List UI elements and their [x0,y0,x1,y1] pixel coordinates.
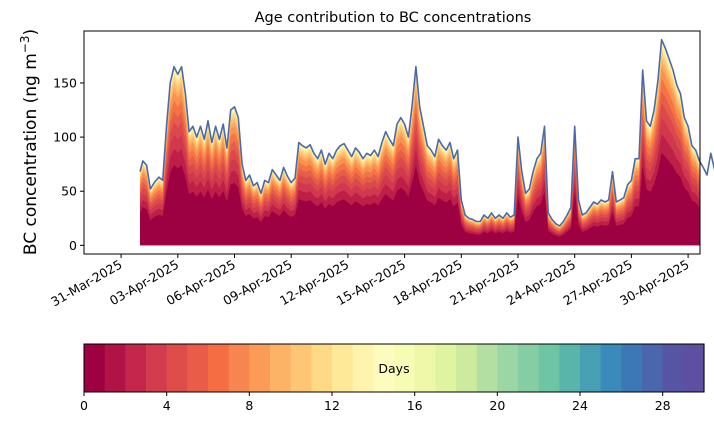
colorbar-cell [538,344,560,392]
colorbar-tick-label: 4 [163,398,171,413]
colorbar-cell [249,344,271,392]
colorbar-cell [683,344,705,392]
y-tick-label: 150 [53,75,77,90]
y-tick-label: 100 [53,130,77,145]
colorbar-tick-label: 20 [489,398,505,413]
colorbar-cell [228,344,250,392]
age-band-areas [140,39,700,246]
colorbar-cell [104,344,126,392]
colorbar-tick-label: 16 [407,398,423,413]
y-axis: 0 50 100 150 [53,75,84,253]
y-tick-label: 0 [69,238,77,253]
colorbar-cell [166,344,188,392]
colorbar-cell [270,344,292,392]
colorbar-cell [580,344,602,392]
colorbar-tick-label: 28 [655,398,671,413]
total-bc-line [139,38,714,227]
colorbar-tick-label: 0 [80,398,88,413]
colorbar: Days 0 4 8 12 16 20 24 28 [80,343,705,413]
x-axis: 31-Mar-202503-Apr-202506-Apr-202509-Apr-… [48,254,692,309]
colorbar-cell [332,344,354,392]
colorbar-cell [373,344,395,392]
colorbar-tick-label: 24 [572,398,588,413]
colorbar-cell [394,344,416,392]
colorbar-cell [125,344,147,392]
y-axis-label: BC concentration (ng m−3) [18,29,41,255]
colorbar-cell [600,344,622,392]
colorbar-cell [518,344,540,392]
colorbar-cell [435,344,457,392]
colorbar-tick-label: 8 [245,398,253,413]
colorbar-cell [662,344,684,392]
colorbar-cell [84,344,106,392]
colorbar-cell [208,344,230,392]
colorbar-cell [414,344,436,392]
colorbar-cell [559,344,581,392]
colorbar-ticks: 0 4 8 12 16 20 24 28 [80,392,671,413]
colorbar-cell [146,344,168,392]
colorbar-cell [456,344,478,392]
colorbar-cell [187,344,209,392]
plot-frame [83,30,701,255]
colorbar-cell [642,344,664,392]
colorbar-cell [621,344,643,392]
colorbar-cell [290,344,312,392]
colorbar-frame [83,343,705,393]
colorbar-cell [476,344,498,392]
chart-title: Age contribution to BC concentrations [255,10,532,26]
colorbar-cell [497,344,519,392]
age-band-area-0-1 [140,152,700,246]
plot-area [83,30,714,255]
colorbar-label: Days [378,361,409,376]
colorbar-cells [84,344,705,392]
colorbar-cell [352,344,374,392]
colorbar-tick-label: 12 [324,398,340,413]
y-tick-label: 50 [61,184,77,199]
colorbar-cell [311,344,333,392]
